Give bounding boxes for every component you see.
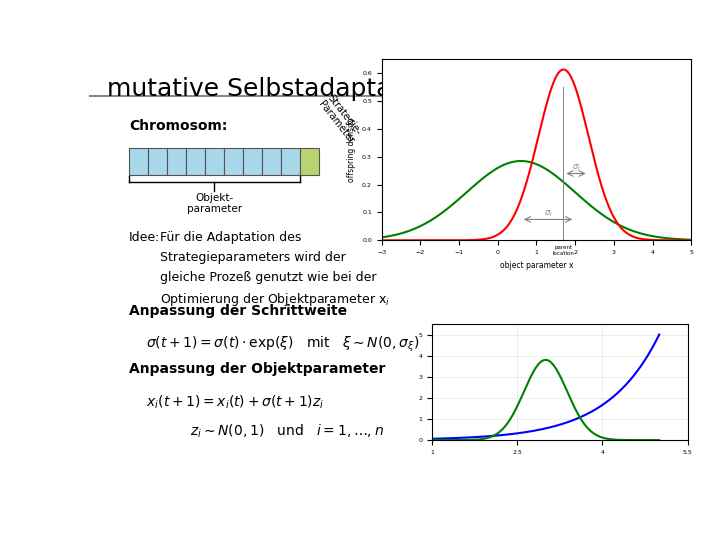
Bar [129, 148, 148, 175]
Text: Objekt-
parameter: Objekt- parameter [187, 193, 242, 214]
Text: Für die Adaptation des: Für die Adaptation des [160, 231, 301, 244]
Bar [186, 148, 205, 175]
Bar [243, 148, 262, 175]
Bar [167, 148, 186, 175]
Bar [224, 148, 243, 175]
Y-axis label: offspring density: offspring density [348, 117, 356, 183]
Text: $f(\vec{x}) = \prod_{i=1}^{n}\frac{1}{\sqrt{2\pi}\sigma_i}\exp\!\left(-\frac{x_i: $f(\vec{x}) = \prod_{i=1}^{n}\frac{1}{\s… [460, 104, 568, 133]
Bar [262, 148, 281, 175]
Bar [281, 148, 300, 175]
Text: Anpassung der Objektparameter: Anpassung der Objektparameter [129, 362, 385, 376]
X-axis label: object parameter x: object parameter x [500, 261, 573, 269]
Text: gleiche Prozeß genutzt wie bei der: gleiche Prozeß genutzt wie bei der [160, 271, 377, 284]
Bar [148, 148, 167, 175]
Text: mutative Selbstadaptation: mutative Selbstadaptation [107, 77, 439, 102]
Text: Chromosom:: Chromosom: [129, 119, 228, 133]
Text: Anpassung der Schrittweite: Anpassung der Schrittweite [129, 304, 347, 318]
Bar [205, 148, 224, 175]
Text: Strategie-
Parameter: Strategie- Parameter [316, 92, 364, 146]
Text: $x_i(t+1) = x_i(t) + \sigma(t+1)z_i$: $x_i(t+1) = x_i(t) + \sigma(t+1)z_i$ [145, 393, 324, 411]
Text: parent
location: parent location [552, 245, 575, 256]
Bar [300, 148, 319, 175]
Text: $\sigma_i$: $\sigma_i$ [572, 163, 580, 173]
Text: Idee:: Idee: [129, 231, 161, 244]
Text: Optimierung der Objektparameter x$_i$: Optimierung der Objektparameter x$_i$ [160, 291, 390, 308]
Text: Strategieparameters wird der: Strategieparameters wird der [160, 251, 346, 264]
Text: $\sigma_i$: $\sigma_i$ [544, 208, 552, 219]
Text: $\sigma(t+1) = \sigma(t) \cdot \exp(\xi)$   mit   $\xi \sim N(0, \sigma_\xi)$: $\sigma(t+1) = \sigma(t) \cdot \exp(\xi)… [145, 335, 419, 354]
Text: $z_i \sim N(0,1)$   und   $i = 1,\ldots,n$: $z_i \sim N(0,1)$ und $i = 1,\ldots,n$ [190, 422, 384, 440]
